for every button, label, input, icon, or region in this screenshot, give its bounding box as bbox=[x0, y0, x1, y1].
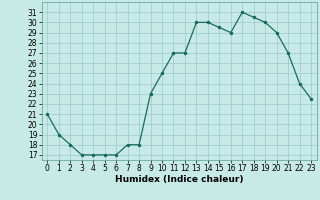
X-axis label: Humidex (Indice chaleur): Humidex (Indice chaleur) bbox=[115, 175, 244, 184]
